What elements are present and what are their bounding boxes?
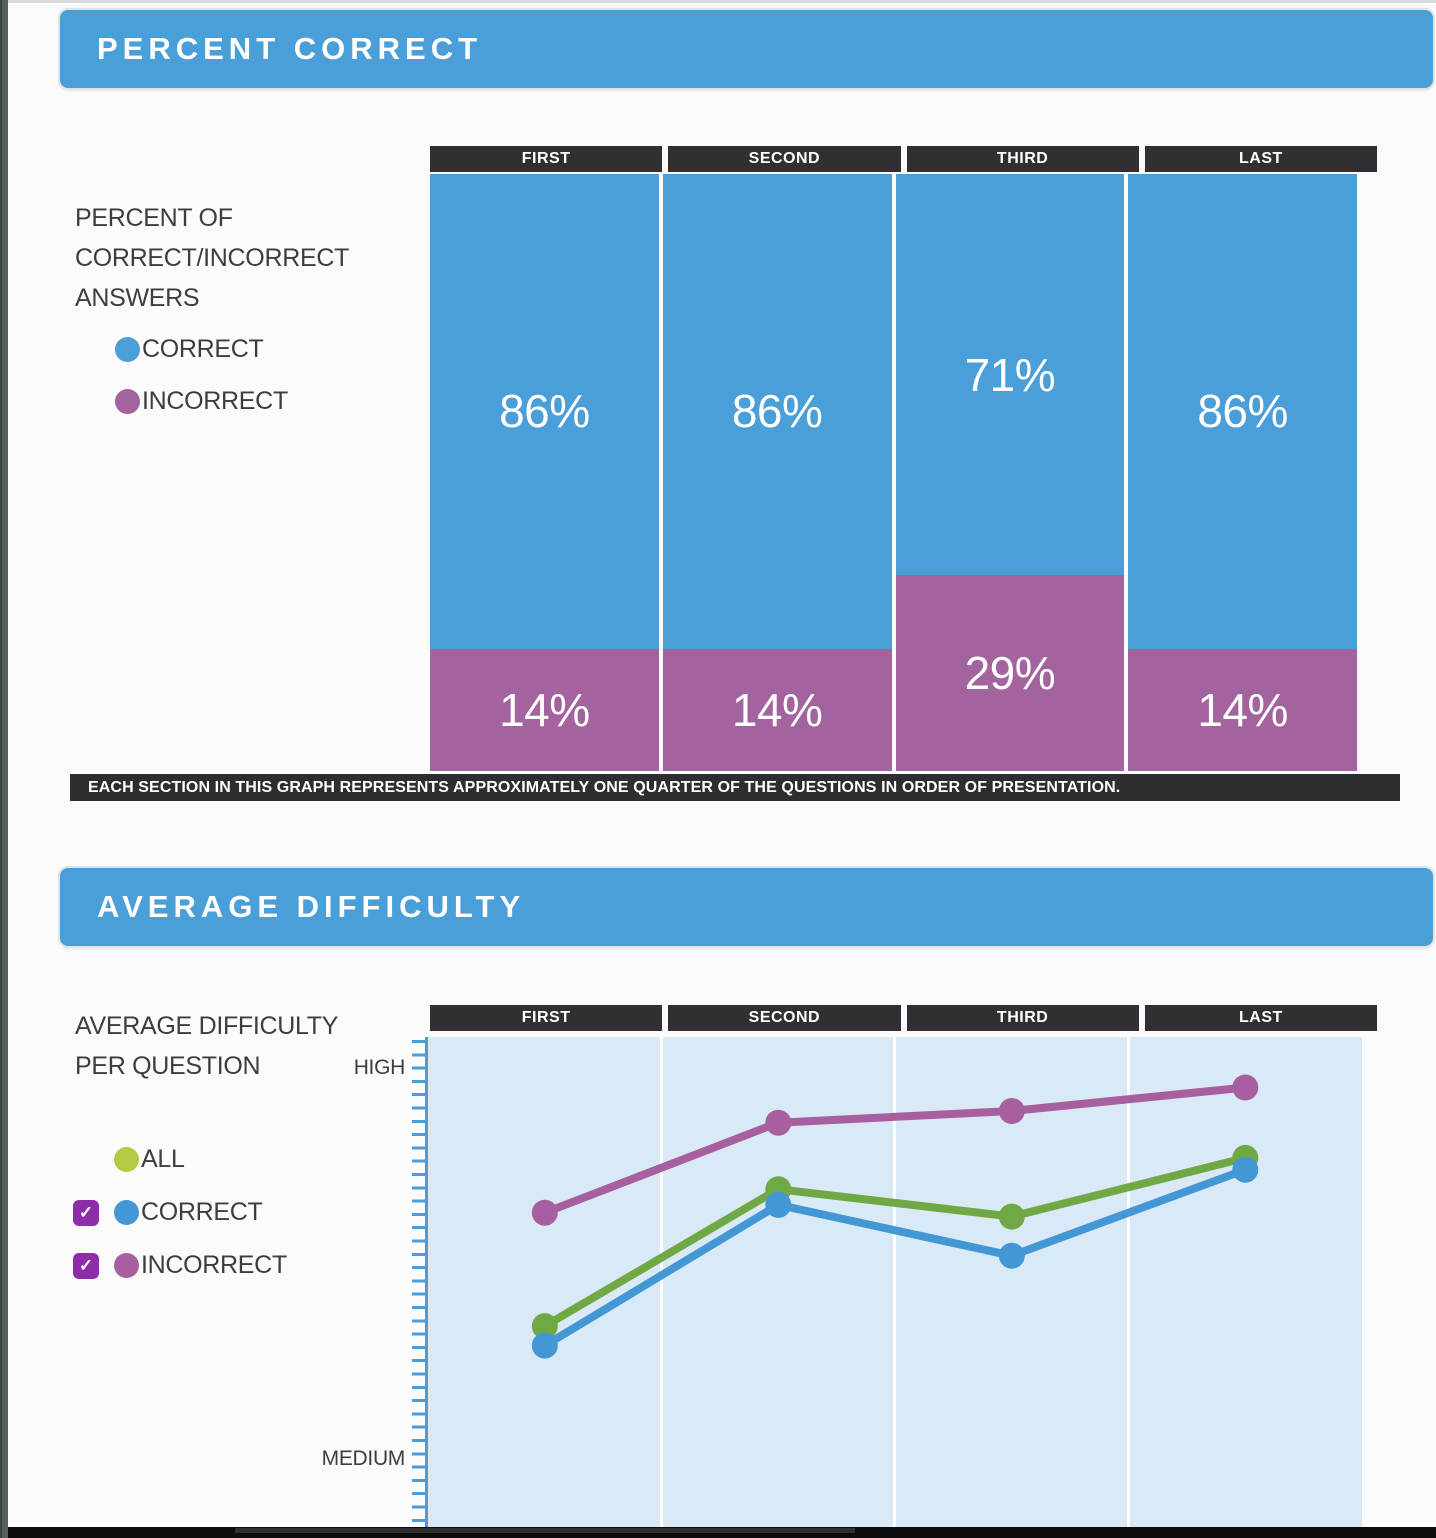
data-point-all-third [998, 1203, 1025, 1230]
bar-segment-incorrect-first: 14% [430, 648, 659, 771]
legend-item-incorrect: INCORRECT [115, 382, 288, 421]
data-point-all-first [531, 1313, 558, 1340]
bar-value-label: 86% [1197, 385, 1288, 438]
line-incorrect [543, 1083, 1246, 1217]
percent-correct-stacked-bar-chart: 86% 14% 86% 14% 71% 29% 86% 14% [430, 174, 1357, 771]
section-title: PERCENT CORRECT [97, 31, 483, 66]
legend-item-all[interactable]: ALL [73, 1140, 287, 1179]
bar-segment-correct-first: 86% [430, 174, 659, 649]
bar-segment-incorrect-last: 14% [1128, 648, 1357, 771]
y-axis-label-medium: MEDIUM [321, 1447, 406, 1470]
data-point-correct-first [531, 1332, 558, 1359]
average-difficulty-legend: ALL ✓ CORRECT ✓ INCORRECT [73, 1140, 287, 1285]
average-difficulty-line-chart [428, 1037, 1362, 1538]
legend-dot-correct [114, 1200, 139, 1225]
column-gridline [893, 1037, 896, 1538]
column-header-first: FIRST [430, 1005, 663, 1031]
bar-value-label: 29% [964, 647, 1056, 700]
bar-value-label: 71% [964, 348, 1056, 401]
stacked-bar-second: 86% 14% [662, 174, 892, 771]
percent-correct-legend: CORRECT INCORRECT [115, 330, 288, 421]
bar-segment-correct-second: 86% [662, 174, 892, 649]
bar-segment-correct-last: 86% [1128, 174, 1357, 649]
legend-item-correct: CORRECT [115, 330, 288, 369]
data-point-correct-last [1232, 1156, 1259, 1183]
data-point-incorrect-last [1232, 1074, 1259, 1101]
checkbox-incorrect[interactable]: ✓ [73, 1252, 99, 1279]
section-header-percent-correct: PERCENT CORRECT [60, 10, 1433, 88]
data-point-correct-second [765, 1191, 792, 1218]
column-header-first: FIRST [430, 146, 663, 172]
average-difficulty-axis-title: AVERAGE DIFFICULTY PER QUESTION [75, 1012, 338, 1080]
data-point-incorrect-first [531, 1199, 558, 1226]
line-all [542, 1154, 1247, 1330]
checkbox-correct[interactable]: ✓ [73, 1199, 99, 1226]
legend-label: CORRECT [142, 335, 264, 363]
horizontal-scrollbar-thumb[interactable] [235, 1528, 855, 1533]
column-header-last: LAST [1144, 1005, 1377, 1031]
stacked-bar-first: 86% 14% [430, 174, 659, 771]
column-header-last: LAST [1144, 146, 1377, 172]
column-header-third: THIRD [906, 146, 1139, 172]
percent-correct-column-headers: FIRST SECOND THIRD LAST [430, 146, 1377, 172]
average-difficulty-column-headers: FIRST SECOND THIRD LAST [430, 1005, 1377, 1031]
bar-value-label: 14% [499, 683, 590, 736]
legend-dot-incorrect [115, 389, 140, 414]
bar-segment-incorrect-third: 29% [895, 575, 1125, 771]
legend-dot-correct [115, 337, 140, 362]
data-point-correct-third [998, 1242, 1025, 1269]
line-correct [542, 1165, 1247, 1350]
y-axis-label-high: HIGH [353, 1056, 406, 1079]
legend-label: CORRECT [141, 1198, 263, 1226]
legend-label: ALL [141, 1145, 185, 1173]
bar-segment-incorrect-second: 14% [662, 648, 892, 771]
legend-label: INCORRECT [142, 387, 288, 415]
stacked-bar-last: 86% 14% [1128, 174, 1357, 771]
bar-segment-correct-third: 71% [895, 174, 1125, 576]
stacked-bar-third: 71% 29% [895, 174, 1125, 771]
data-point-incorrect-second [765, 1109, 792, 1136]
column-gridline [1127, 1037, 1130, 1538]
percent-correct-axis-title: PERCENT OF CORRECT/INCORRECT ANSWERS [75, 204, 349, 312]
bar-value-label: 14% [1197, 683, 1288, 736]
horizontal-scrollbar-track[interactable] [0, 1527, 1436, 1538]
line-chart-svg [531, 1074, 1259, 1359]
legend-dot-incorrect [114, 1253, 139, 1278]
legend-label: INCORRECT [141, 1251, 287, 1279]
percent-correct-caption: EACH SECTION IN THIS GRAPH REPRESENTS AP… [70, 774, 1400, 801]
bar-value-label: 86% [731, 385, 823, 438]
section-title: AVERAGE DIFFICULTY [97, 889, 526, 924]
column-gridline [660, 1037, 663, 1538]
data-point-incorrect-third [998, 1098, 1025, 1124]
window-left-edge [0, 0, 8, 1538]
column-header-third: THIRD [906, 1005, 1139, 1031]
bar-value-label: 86% [499, 385, 590, 438]
bar-value-label: 14% [731, 683, 823, 736]
top-border [0, 0, 1436, 3]
caption-text: EACH SECTION IN THIS GRAPH REPRESENTS AP… [88, 778, 1121, 796]
column-header-second: SECOND [668, 146, 901, 172]
legend-dot-all [114, 1147, 139, 1172]
legend-item-incorrect[interactable]: ✓ INCORRECT [73, 1246, 287, 1285]
y-axis-ticks [412, 1040, 426, 1527]
legend-item-correct[interactable]: ✓ CORRECT [73, 1193, 287, 1232]
y-axis-line [425, 1037, 428, 1527]
section-header-average-difficulty: AVERAGE DIFFICULTY [60, 868, 1433, 946]
column-header-second: SECOND [668, 1005, 901, 1031]
